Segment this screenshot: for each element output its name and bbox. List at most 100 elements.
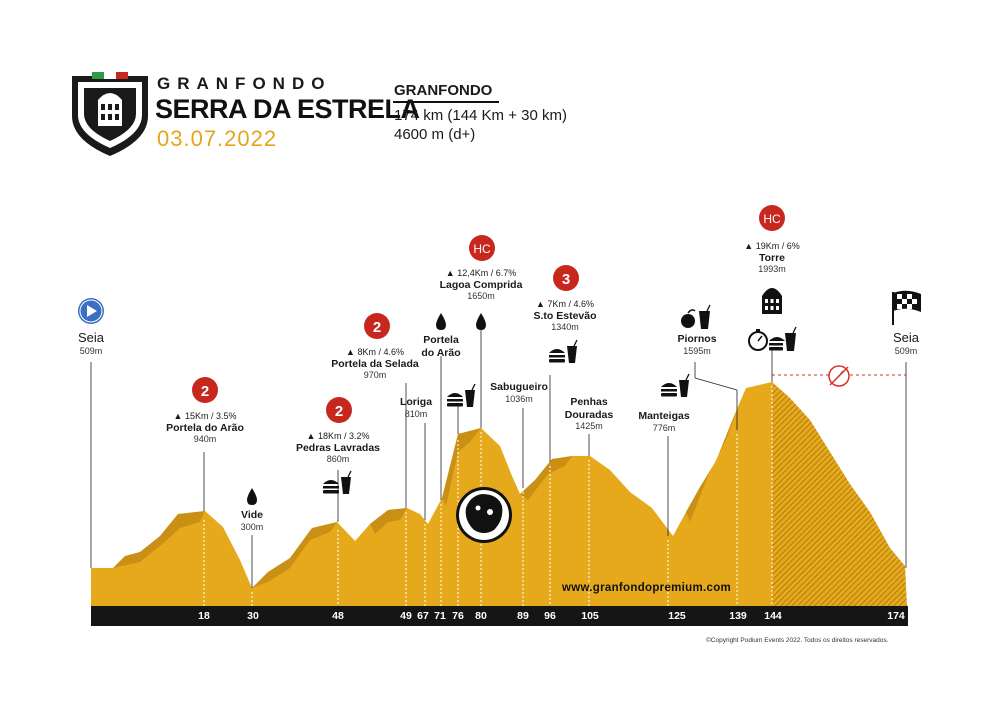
chequered-flag-icon [892, 290, 921, 325]
place-elevation: 940m [193, 434, 217, 445]
play-icon [78, 298, 104, 324]
place-elevation: 810m [404, 408, 428, 419]
place-elevation: 1595m [683, 345, 711, 356]
profile-area [91, 382, 772, 606]
place-name: Portela do Arão [421, 334, 461, 359]
place-piornos: Piornos 1595m [677, 333, 716, 356]
place-portela-arao-1: ▲ 15Km / 3.5% Portela do Arão 940m [166, 411, 244, 445]
climb-badge-text: 2 [373, 319, 381, 336]
km-label: 18 [198, 610, 210, 622]
place-name: Lagoa Comprida [439, 278, 523, 291]
km-label: 144 [764, 610, 782, 622]
place-name: Vide [241, 509, 263, 521]
climb-badge-5: 3 [553, 265, 579, 291]
food-icon [323, 480, 339, 494]
km-label: 125 [668, 610, 686, 622]
km-label: 80 [475, 610, 487, 622]
brand-name: SERRA DA ESTRELA [155, 94, 420, 124]
climb-badge-1: 2 [192, 377, 218, 403]
food-icon [549, 349, 565, 363]
place-name: Sabugueiro [490, 381, 548, 393]
timer-off-icon [828, 365, 850, 387]
climb-stat: ▲ 19Km / 6% [744, 241, 800, 251]
food-icon [769, 337, 785, 351]
place-elevation: 509m [894, 345, 918, 356]
climb-badge-text: 2 [335, 403, 343, 420]
drink-icon [465, 383, 476, 407]
km-label: 76 [452, 610, 464, 622]
place-vide: Vide 300m [241, 509, 264, 532]
website-link[interactable]: www.granfondopremium.com [562, 582, 732, 594]
place-pedras-lavradas: ▲ 18Km / 3.2% Pedras Lavradas 860m [296, 431, 380, 465]
climb-stat: ▲ 18Km / 3.2% [306, 431, 370, 441]
place-name: Portela do Arão [166, 421, 244, 434]
km-label: 30 [247, 610, 259, 622]
place-manteigas: Manteigas 776m [638, 410, 689, 433]
water-drop-icon [436, 313, 446, 330]
climb-badge-6: HC [759, 205, 785, 231]
km-label: 89 [517, 610, 529, 622]
climb-stat: ▲ 12,4Km / 6.7% [445, 268, 517, 278]
place-name: Piornos [677, 333, 717, 345]
place-seia-finish: Seia 509m [893, 330, 919, 356]
km-label: 174 [887, 610, 905, 622]
place-elevation: 1993m [758, 264, 786, 275]
place-name: Manteigas [638, 410, 690, 422]
climb-badge-text: HC [763, 212, 781, 226]
place-elevation: 300m [240, 521, 264, 532]
brand-prefix: GRANFONDO [157, 74, 332, 93]
km-label: 49 [400, 610, 412, 622]
place-elevation: 509m [79, 345, 103, 356]
distance-axis [91, 606, 908, 626]
km-label: 139 [729, 610, 747, 622]
km-label: 105 [581, 610, 599, 622]
drink-icon [341, 470, 352, 494]
km-label: 48 [332, 610, 344, 622]
climb-stat: ▲ 15Km / 3.5% [173, 411, 237, 421]
place-elevation: 1036m [505, 393, 533, 404]
apple-icon [681, 309, 696, 328]
place-elevation: 970m [363, 370, 387, 381]
place-sabugueiro: Sabugueiro 1036m [490, 381, 548, 404]
drink-icon [679, 373, 690, 397]
route-climbing: 4600 m (d+) [394, 126, 476, 143]
food-icon [661, 383, 677, 397]
climb-badge-3: 2 [364, 313, 390, 339]
place-elevation: 1650m [467, 291, 495, 302]
km-label: 96 [544, 610, 556, 622]
km-label: 67 [417, 610, 429, 622]
place-elevation: 860m [326, 454, 350, 465]
place-lagoa-comprida: ▲ 12,4Km / 6.7% Lagoa Comprida 1650m [440, 268, 523, 302]
climb-stat: ▲ 8Km / 4.6% [346, 347, 404, 357]
climb-stat: ▲ 7Km / 4.6% [536, 299, 594, 309]
place-seia-start: Seia 509m [78, 330, 104, 356]
event-date: 03.07.2022 [157, 126, 278, 151]
place-sto-estevao: ▲ 7Km / 4.6% S.to Estevão 1340m [533, 299, 596, 333]
shield-logo-icon [72, 72, 148, 156]
place-name: Torre [758, 251, 786, 264]
tower-icon [762, 288, 782, 314]
place-name: Portela da Selada [331, 357, 419, 370]
place-loriga: Loriga 810m [400, 396, 432, 419]
climb-badge-text: 3 [562, 271, 570, 288]
stopwatch-icon [748, 329, 768, 351]
place-portela-arao-2: Portela do Arão [416, 334, 466, 359]
mascot-emblem-icon [456, 487, 512, 543]
drink-icon [567, 339, 578, 363]
climb-badge-2: 2 [326, 397, 352, 423]
neutral-descent [772, 382, 907, 606]
route-title: GRANFONDO [394, 82, 493, 99]
place-torre: ▲ 19Km / 6% Torre 1993m [744, 241, 799, 275]
place-name: S.to Estevão [533, 309, 597, 322]
water-drop-icon [247, 488, 257, 505]
water-drop-icon [476, 313, 486, 330]
place-penhas-douradas: Penhas Douradas 1425m [554, 396, 624, 432]
climb-badge-text: HC [473, 242, 491, 256]
place-elevation: 1425m [575, 421, 603, 432]
place-name: Pedras Lavradas [295, 441, 381, 454]
title-divider [393, 101, 499, 103]
km-ticks [203, 386, 773, 606]
place-portela-selada: ▲ 8Km / 4.6% Portela da Selada 970m [331, 347, 419, 381]
climb-badge-text: 2 [201, 383, 209, 400]
